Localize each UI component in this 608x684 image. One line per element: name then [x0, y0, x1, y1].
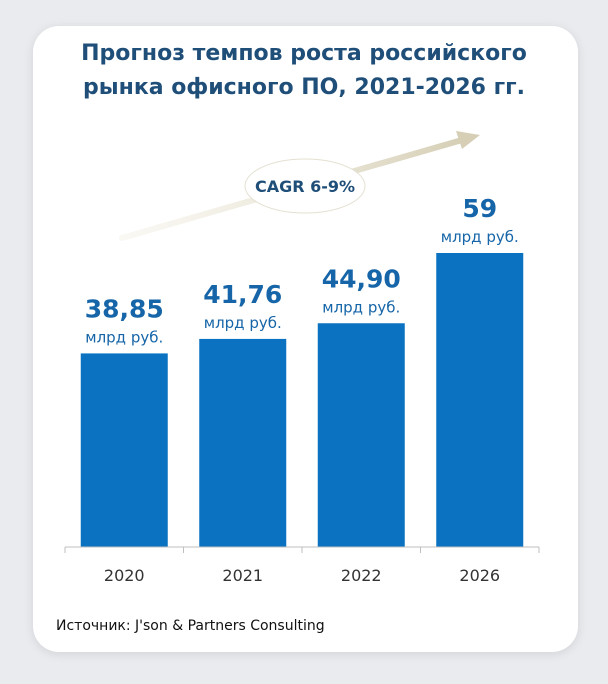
source-note: Источник: J'son & Partners Consulting: [56, 618, 325, 634]
x-tick-labels: 2020 2021 2022 2026: [104, 566, 500, 585]
x-tick-label: 2026: [459, 566, 500, 585]
cagr-badge: CAGR 6-9%: [244, 158, 366, 214]
unit-label: млрд руб.: [441, 228, 519, 246]
data-labels: 38,85 млрд руб. 41,76 млрд руб. 44,90 млрд ру…: [85, 194, 519, 346]
value-label: 38,85: [85, 294, 164, 323]
x-axis-ticks: [64, 547, 540, 553]
x-tick-label: 2020: [104, 566, 145, 585]
x-tick-label: 2021: [222, 566, 263, 585]
bar-2026: [436, 253, 524, 547]
value-label: 44,90: [322, 264, 401, 293]
bar-2021: [199, 338, 287, 547]
value-label: 59: [462, 194, 497, 223]
unit-label: млрд руб.: [204, 314, 282, 332]
value-label: 41,76: [203, 280, 282, 309]
cagr-label: CAGR 6-9%: [255, 177, 355, 196]
chart-title-line-2: рынка офисного ПО, 2021-2026 гг.: [83, 75, 525, 100]
x-tick-label: 2022: [341, 566, 382, 585]
bar-2022: [317, 323, 405, 547]
bar-2020: [80, 353, 168, 547]
unit-label: млрд руб.: [322, 298, 400, 316]
bar-series: [80, 253, 524, 547]
chart-title-line-1: Прогноз темпов роста российского: [81, 41, 527, 66]
chart-title: Прогноз темпов роста российского рынка о…: [0, 37, 608, 105]
unit-label: млрд руб.: [85, 328, 163, 346]
